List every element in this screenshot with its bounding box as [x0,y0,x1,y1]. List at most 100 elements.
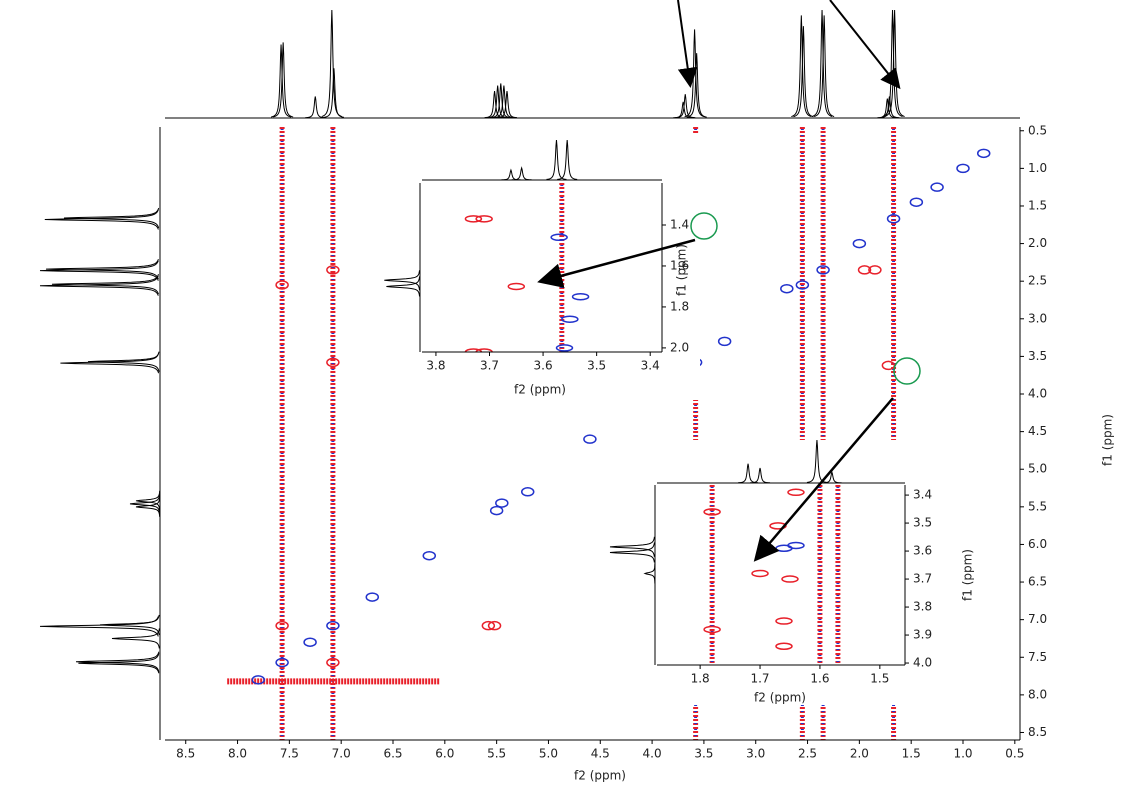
cross-peak [326,657,340,668]
projection-peak [750,467,771,484]
projection-peak [99,614,160,636]
cross-peak [520,487,535,497]
projection-peak [44,209,159,230]
projection-peak [546,139,567,180]
cross-peak [956,163,970,174]
y-tick-label: 1.8 [670,299,689,313]
projection-peak [882,9,903,117]
y-tick-label: 1.5 [1028,198,1047,212]
projection-peak [487,85,508,119]
projection-peak [78,653,160,674]
projection-peak [87,351,160,372]
projection-peak [511,166,532,181]
cross-peak [852,238,867,249]
y-tick-label: 4.0 [913,656,932,670]
cross-peak [275,280,289,290]
cross-peak [422,550,437,561]
inset-background [600,440,990,705]
projection-peak [63,207,160,229]
y-tick-label: 2.0 [670,340,689,354]
plot-area [227,127,991,740]
cross-peak [555,344,574,352]
y-tick-label: 3.8 [913,600,932,614]
y-tick-label: 1.4 [670,217,689,231]
projection-peak [135,490,161,511]
projection-peak [39,275,159,296]
cross-peak [475,215,493,223]
x-tick-label: 1.5 [870,672,889,686]
y-tick-label: 8.5 [1028,725,1047,739]
highlight-circle [893,357,921,385]
x-tick-label: 4.5 [591,747,610,761]
y-tick-label: 5.0 [1028,462,1047,476]
y-tick-label: 7.0 [1028,612,1047,626]
y-tick-label: 3.9 [913,628,932,642]
projection-peak [75,651,160,672]
y-tick-label: 2.0 [1028,236,1047,250]
y-tick-label: 3.7 [913,572,932,586]
y-tick-label: 2.5 [1028,274,1047,288]
y-tick-label: 3.5 [913,516,932,530]
cross-peak [583,434,597,444]
x-tick-label: 3.5 [694,747,713,761]
x-tick-label: 3.8 [426,359,445,373]
projection-peak [496,90,518,119]
x-tick-label: 6.5 [383,747,402,761]
cross-peak [703,625,721,634]
y-tick-label: 4.5 [1028,424,1047,438]
x-tick-label: 5.5 [487,747,506,761]
y-tick-label: 0.5 [1028,123,1047,137]
y-tick-label: 1.0 [1028,161,1047,175]
arrow [829,0,901,90]
projection-peak [500,168,521,181]
x-tick-label: 1.6 [810,672,829,686]
projection-peak [305,96,326,119]
y-tick-label: 3.5 [1028,349,1047,363]
x-tick-label: 2.0 [850,747,869,761]
y-tick-label: 1.6 [670,258,689,272]
projection-peak [686,53,707,118]
projection-peak [684,29,705,118]
x-axis-label: f2 (ppm) [754,691,806,705]
projection-peak [675,94,696,119]
y-tick-label: 5.5 [1028,499,1047,513]
x-axis-label: f2 (ppm) [574,769,626,783]
cross-peak [769,522,787,530]
cross-peak [857,265,872,275]
cross-peak [780,283,794,294]
y-tick-label: 7.5 [1028,650,1047,664]
cross-peak [481,620,496,631]
x-tick-label: 2.5 [798,747,817,761]
cross-peak [717,336,732,347]
cross-peak [275,620,289,631]
x-tick-label: 1.8 [691,672,710,686]
x-tick-label: 6.0 [435,747,454,761]
cross-peak [326,265,340,275]
projection-peak [813,15,835,118]
x-tick-label: 3.5 [587,359,606,373]
cross-peak [550,233,568,242]
cross-peak [489,505,504,516]
plot-area [703,485,841,665]
cross-peak [495,498,509,508]
cross-peak [775,642,793,650]
x-tick-label: 1.7 [750,672,769,686]
x-axis-label: f2 (ppm) [514,383,566,397]
cross-peak [795,280,810,290]
arrow [677,0,698,88]
x-tick-label: 3.0 [746,747,765,761]
cross-peak [930,182,944,192]
projection-peak [791,15,812,118]
x-tick-label: 3.7 [480,359,499,373]
cross-peak [816,265,830,275]
cross-peak [365,592,380,602]
y-tick-label: 8.0 [1028,687,1047,701]
cross-peak [464,348,483,352]
cross-peak [464,215,483,223]
cross-peak [561,315,579,323]
projection-peak [45,258,159,280]
cross-peak [881,360,896,371]
projection-peak [884,9,905,117]
